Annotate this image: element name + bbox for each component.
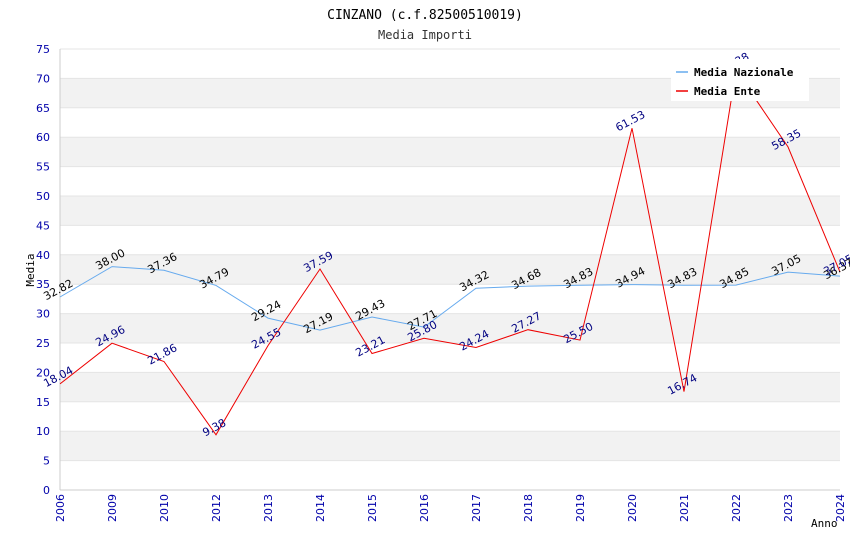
grid-band [60, 254, 840, 285]
grid-band [60, 196, 840, 226]
grid-lines [60, 48, 840, 491]
y-tick-label: 30 [36, 308, 50, 321]
x-tick-label: 2024 [834, 494, 847, 522]
series-lines [59, 68, 841, 436]
y-tick-label: 50 [36, 190, 50, 203]
x-tick-label: 2016 [418, 494, 431, 522]
y-tick-label: 60 [36, 131, 50, 144]
y-axis-ticks: 0 5 10 15 20 25 30 35 40 45 50 55 60 65 70 75 [36, 43, 50, 497]
grid-band [60, 137, 840, 167]
y-tick-label: 75 [36, 43, 50, 56]
legend: Media Nazionale Media Ente [671, 59, 809, 101]
x-tick-label: 2019 [574, 494, 587, 522]
y-tick-label: 25 [36, 337, 50, 350]
y-tick-label: 55 [36, 161, 50, 174]
x-axis-ticks: 2006 2009 2010 2012 2013 2014 2015 2016 2017 2018… [54, 494, 847, 522]
axes [59, 49, 840, 491]
x-axis-label: Anno [811, 517, 838, 530]
y-tick-label: 40 [36, 249, 50, 262]
y-tick-label: 5 [43, 455, 50, 468]
x-tick-label: 2018 [522, 494, 535, 522]
x-tick-label: 2020 [626, 494, 639, 522]
grid-band [60, 372, 840, 402]
x-tick-label: 2022 [730, 494, 743, 522]
x-tick-label: 2010 [158, 494, 171, 522]
series-line-media-nazionale [59, 266, 841, 331]
x-tick-label: 2017 [470, 494, 483, 522]
x-tick-label: 2009 [106, 494, 119, 522]
legend-entry: Media Ente [694, 85, 761, 98]
grid-band [60, 313, 840, 343]
x-tick-label: 2023 [782, 494, 795, 522]
series-line-media-ente [59, 68, 841, 436]
chart-subtitle: Media Importi [378, 28, 472, 42]
legend-entry: Media Nazionale [694, 66, 794, 79]
x-tick-label: 2021 [678, 494, 691, 522]
y-tick-label: 0 [43, 484, 50, 497]
x-tick-label: 2012 [210, 494, 223, 522]
y-tick-label: 15 [36, 396, 50, 409]
y-tick-label: 10 [36, 425, 50, 438]
y-axis-label: Media [24, 253, 37, 286]
x-tick-label: 2015 [366, 494, 379, 522]
x-tick-label: 2013 [262, 494, 275, 522]
y-tick-label: 70 [36, 72, 50, 85]
y-tick-label: 45 [36, 219, 50, 232]
grid-band [60, 431, 840, 461]
grid-bands [60, 78, 840, 461]
data-label: 61.53 [613, 108, 647, 134]
legend-box [671, 59, 809, 101]
x-tick-label: 2014 [314, 494, 327, 522]
y-tick-label: 65 [36, 102, 50, 115]
x-tick-label: 2006 [54, 494, 67, 522]
chart-title: CINZANO (c.f.82500510019) [327, 8, 523, 23]
y-tick-label: 20 [36, 366, 50, 379]
y-tick-label: 35 [36, 278, 50, 291]
data-label: 21.86 [145, 341, 179, 367]
